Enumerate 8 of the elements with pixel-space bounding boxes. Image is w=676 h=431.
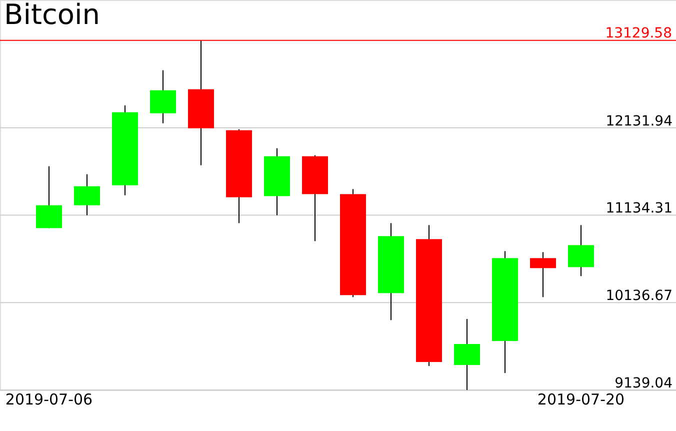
chart-title: Bitcoin (4, 0, 100, 31)
y-tick-label: 12131.94 (606, 113, 673, 130)
x-tick-label: 2019-07-20 (537, 390, 625, 408)
y-tick-label: 9139.04 (614, 376, 673, 392)
ref-line-label: 13129.58 (605, 25, 672, 42)
y-tick-label: 10136.67 (606, 288, 672, 304)
x-tick-label: 2019-07-06 (5, 390, 93, 408)
y-tick-label: 11134.31 (606, 200, 672, 217)
